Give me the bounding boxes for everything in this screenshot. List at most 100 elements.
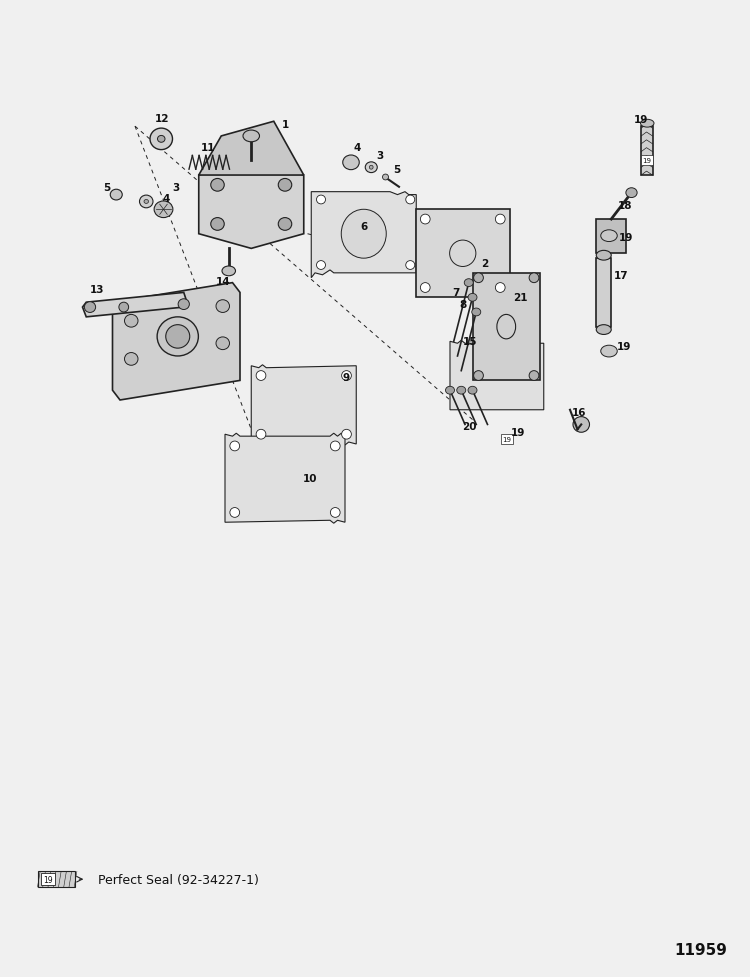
Ellipse shape (382, 175, 388, 181)
Ellipse shape (573, 417, 590, 433)
Ellipse shape (278, 219, 292, 231)
Ellipse shape (446, 387, 454, 395)
Ellipse shape (158, 318, 198, 357)
Ellipse shape (474, 371, 483, 381)
Text: 5: 5 (103, 183, 110, 192)
Polygon shape (450, 341, 544, 410)
Ellipse shape (464, 279, 473, 287)
Text: Perfect Seal (92-34227-1): Perfect Seal (92-34227-1) (98, 872, 258, 886)
Text: 4: 4 (353, 143, 361, 152)
Text: 8: 8 (459, 300, 466, 310)
Polygon shape (82, 293, 186, 318)
Polygon shape (596, 220, 626, 254)
Ellipse shape (406, 195, 415, 204)
Ellipse shape (118, 303, 129, 313)
Ellipse shape (124, 315, 138, 328)
Text: 16: 16 (572, 407, 586, 417)
Ellipse shape (343, 155, 359, 171)
Ellipse shape (211, 180, 224, 191)
Text: 17: 17 (614, 271, 628, 280)
Ellipse shape (211, 219, 224, 231)
Text: 11: 11 (201, 143, 216, 152)
Polygon shape (596, 259, 611, 327)
Bar (641, 156, 652, 166)
Polygon shape (199, 122, 304, 176)
Ellipse shape (256, 430, 266, 440)
Polygon shape (251, 365, 356, 446)
Ellipse shape (140, 195, 153, 208)
Polygon shape (311, 192, 416, 278)
Text: 19: 19 (642, 158, 651, 164)
Ellipse shape (365, 162, 377, 174)
Bar (501, 435, 513, 445)
Ellipse shape (124, 354, 138, 366)
Text: 5: 5 (393, 165, 400, 175)
Text: 9: 9 (343, 373, 350, 383)
Text: 6: 6 (360, 222, 368, 232)
Ellipse shape (316, 195, 326, 204)
Ellipse shape (178, 299, 189, 311)
Ellipse shape (316, 262, 326, 270)
Ellipse shape (158, 136, 165, 144)
Text: 20: 20 (462, 422, 477, 432)
Ellipse shape (216, 338, 229, 351)
Ellipse shape (495, 215, 506, 225)
Ellipse shape (472, 309, 481, 317)
Text: 7: 7 (452, 288, 460, 298)
Ellipse shape (596, 251, 611, 261)
Polygon shape (472, 274, 540, 381)
Ellipse shape (84, 303, 96, 313)
Ellipse shape (330, 508, 340, 518)
Ellipse shape (230, 508, 240, 518)
Bar (41, 873, 55, 885)
Text: 19: 19 (503, 437, 512, 443)
Ellipse shape (341, 371, 351, 381)
Text: 10: 10 (303, 474, 318, 484)
Ellipse shape (341, 210, 386, 259)
Ellipse shape (110, 190, 122, 201)
Ellipse shape (468, 294, 477, 302)
Text: 18: 18 (617, 201, 632, 211)
Polygon shape (416, 210, 510, 298)
Text: 3: 3 (172, 183, 180, 192)
Ellipse shape (468, 387, 477, 395)
Ellipse shape (243, 131, 260, 143)
Text: 4: 4 (163, 193, 170, 203)
Text: 19: 19 (510, 428, 525, 438)
Polygon shape (641, 127, 652, 176)
Ellipse shape (150, 129, 172, 150)
Polygon shape (199, 161, 304, 249)
Ellipse shape (601, 346, 617, 358)
Text: 14: 14 (215, 276, 230, 286)
Ellipse shape (626, 189, 637, 198)
Ellipse shape (530, 371, 538, 381)
Ellipse shape (420, 283, 430, 293)
Text: 19: 19 (619, 233, 634, 242)
Polygon shape (38, 871, 75, 887)
Text: 21: 21 (513, 293, 528, 303)
Polygon shape (225, 434, 345, 524)
Ellipse shape (406, 262, 415, 270)
Text: 19: 19 (634, 115, 649, 125)
Ellipse shape (144, 200, 148, 204)
Text: 11959: 11959 (675, 943, 728, 957)
Ellipse shape (154, 202, 172, 219)
Polygon shape (112, 283, 240, 401)
Ellipse shape (278, 180, 292, 191)
Ellipse shape (474, 274, 483, 283)
Ellipse shape (457, 387, 466, 395)
Text: 15: 15 (463, 337, 478, 347)
Ellipse shape (369, 166, 374, 170)
Ellipse shape (640, 120, 654, 128)
Ellipse shape (230, 442, 240, 451)
Text: 12: 12 (154, 114, 170, 124)
Ellipse shape (166, 325, 190, 349)
Ellipse shape (495, 283, 506, 293)
Ellipse shape (341, 430, 351, 440)
Ellipse shape (530, 274, 538, 283)
Ellipse shape (216, 301, 229, 313)
Ellipse shape (222, 267, 236, 276)
Text: 13: 13 (90, 285, 105, 295)
Text: 3: 3 (376, 151, 383, 161)
Text: 19: 19 (616, 342, 632, 352)
